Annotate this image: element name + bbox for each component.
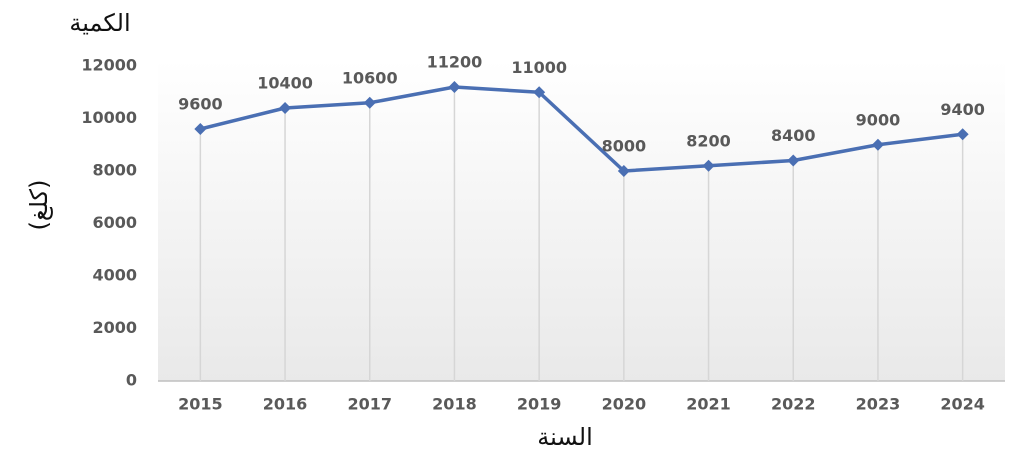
- x-tick-label: 2015: [178, 395, 223, 414]
- marker: [702, 159, 715, 172]
- x-tick-label: 2017: [347, 395, 392, 414]
- marker: [533, 86, 546, 99]
- y-tick-label: 12000: [81, 56, 137, 75]
- x-tick-label: 2022: [771, 395, 816, 414]
- marker: [279, 102, 292, 114]
- y-tick-label: 2000: [92, 318, 137, 337]
- x-tick-label: 2018: [432, 395, 477, 414]
- marker: [787, 154, 800, 167]
- x-tick-label: 2024: [940, 395, 985, 414]
- y-axis-label: (كلغ): [25, 180, 53, 231]
- data-label: 11000: [511, 58, 567, 77]
- y-tick-label: 8000: [92, 161, 137, 180]
- x-tick-label: 2020: [602, 395, 647, 414]
- data-label: 8200: [686, 131, 731, 150]
- data-label: 8000: [602, 137, 647, 156]
- data-label: 9400: [940, 100, 985, 119]
- data-label: 9600: [178, 95, 223, 114]
- marker: [448, 81, 461, 93]
- marker: [363, 96, 376, 109]
- y-tick-label: 6000: [92, 213, 137, 232]
- y-tick-label: 0: [126, 371, 137, 390]
- series-line: [199, 85, 963, 173]
- marker: [956, 128, 969, 141]
- plot-area: [158, 60, 1005, 381]
- marker: [871, 138, 884, 151]
- y-tick-label: 4000: [92, 266, 137, 285]
- marker: [617, 165, 630, 177]
- y-tick-label: 10000: [81, 108, 137, 127]
- x-tick-label: 2019: [517, 395, 562, 414]
- data-label: 10400: [257, 74, 313, 93]
- marker: [194, 123, 207, 135]
- chart-title: الكمية: [69, 9, 130, 37]
- data-label: 10600: [342, 68, 398, 87]
- x-tick-label: 2023: [856, 395, 901, 414]
- data-label: 9000: [856, 110, 901, 129]
- data-label: 8400: [771, 126, 816, 145]
- x-tick-label: 2016: [263, 395, 308, 414]
- data-label: 11200: [427, 53, 483, 72]
- x-tick-label: 2021: [686, 395, 731, 414]
- x-axis-label: السنة: [537, 423, 593, 451]
